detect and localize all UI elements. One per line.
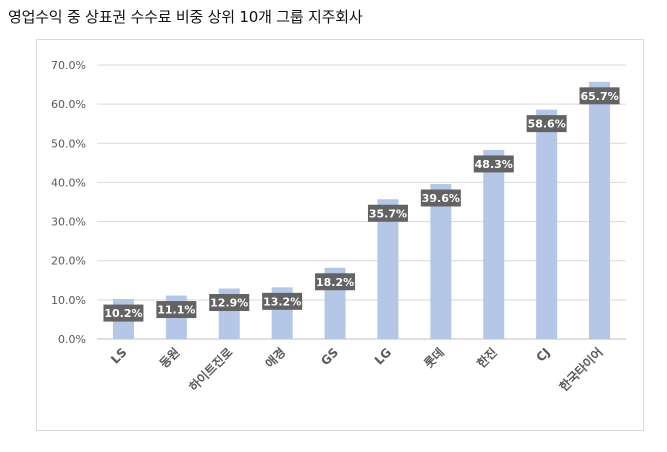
x-tick-label: GS: [318, 345, 341, 368]
x-tick-label: LG: [372, 345, 394, 367]
data-label: 58.6%: [528, 118, 566, 131]
data-label-box: [420, 189, 461, 207]
data-label-box: [367, 204, 408, 222]
data-label-box: [262, 292, 303, 310]
bar: [430, 183, 452, 339]
y-tick-label: 60.0%: [51, 98, 86, 111]
bars: [112, 81, 611, 340]
data-label-box: [209, 294, 250, 312]
data-label: 10.2%: [104, 307, 142, 320]
data-label-box: [315, 273, 356, 291]
data-label: 39.6%: [422, 192, 460, 205]
y-tick-label: 30.0%: [51, 216, 86, 229]
x-tick-label: LS: [108, 345, 129, 366]
data-label-box: [526, 115, 567, 133]
bar: [536, 109, 558, 339]
y-axis-ticks: 0.0% 10.0% 20.0% 30.0% 40.0% 50.0% 60.0% 70.0%: [51, 59, 86, 346]
x-tick-label: 롯데: [421, 345, 447, 371]
y-tick-label: 20.0%: [51, 255, 86, 268]
y-tick-label: 40.0%: [51, 176, 86, 189]
data-label: 12.9%: [210, 297, 248, 310]
x-tick-label: 한진: [474, 345, 500, 371]
data-label: 35.7%: [369, 207, 407, 220]
x-axis-ticks: LS 동원 하이트진로 애경 GS LG 롯데 한진 CJ 한국타이어: [108, 345, 606, 395]
x-tick-label: CJ: [533, 345, 552, 364]
data-labels: 10.2% 11.1% 12.9% 13.2% 18.2% 35.7% 39.6% 48.3%…: [103, 87, 620, 322]
bar: [377, 199, 399, 339]
data-label: 13.2%: [263, 295, 301, 308]
chart-title: 영업수익 중 상표권 수수료 비중 상위 10개 그룹 지주회사: [8, 8, 363, 26]
data-label: 65.7%: [580, 90, 618, 103]
data-label-box: [473, 155, 514, 173]
y-tick-label: 70.0%: [51, 59, 86, 72]
y-tick-label: 50.0%: [51, 137, 86, 150]
y-tick-label: 0.0%: [58, 333, 86, 346]
data-label-box: [579, 87, 620, 105]
x-tick-label: 애경: [262, 345, 288, 371]
y-tick-label: 10.0%: [51, 294, 86, 307]
x-tick-label: 한국타이어: [556, 345, 606, 395]
data-label: 48.3%: [475, 158, 513, 171]
x-tick-label: 동원: [157, 345, 183, 371]
data-label: 18.2%: [316, 276, 354, 289]
bar: [589, 81, 611, 340]
x-tick-label: 하이트진로: [186, 345, 236, 395]
bar: [483, 149, 505, 339]
data-label: 11.1%: [157, 304, 195, 317]
data-label-box: [156, 301, 197, 319]
data-label-box: [103, 304, 144, 322]
